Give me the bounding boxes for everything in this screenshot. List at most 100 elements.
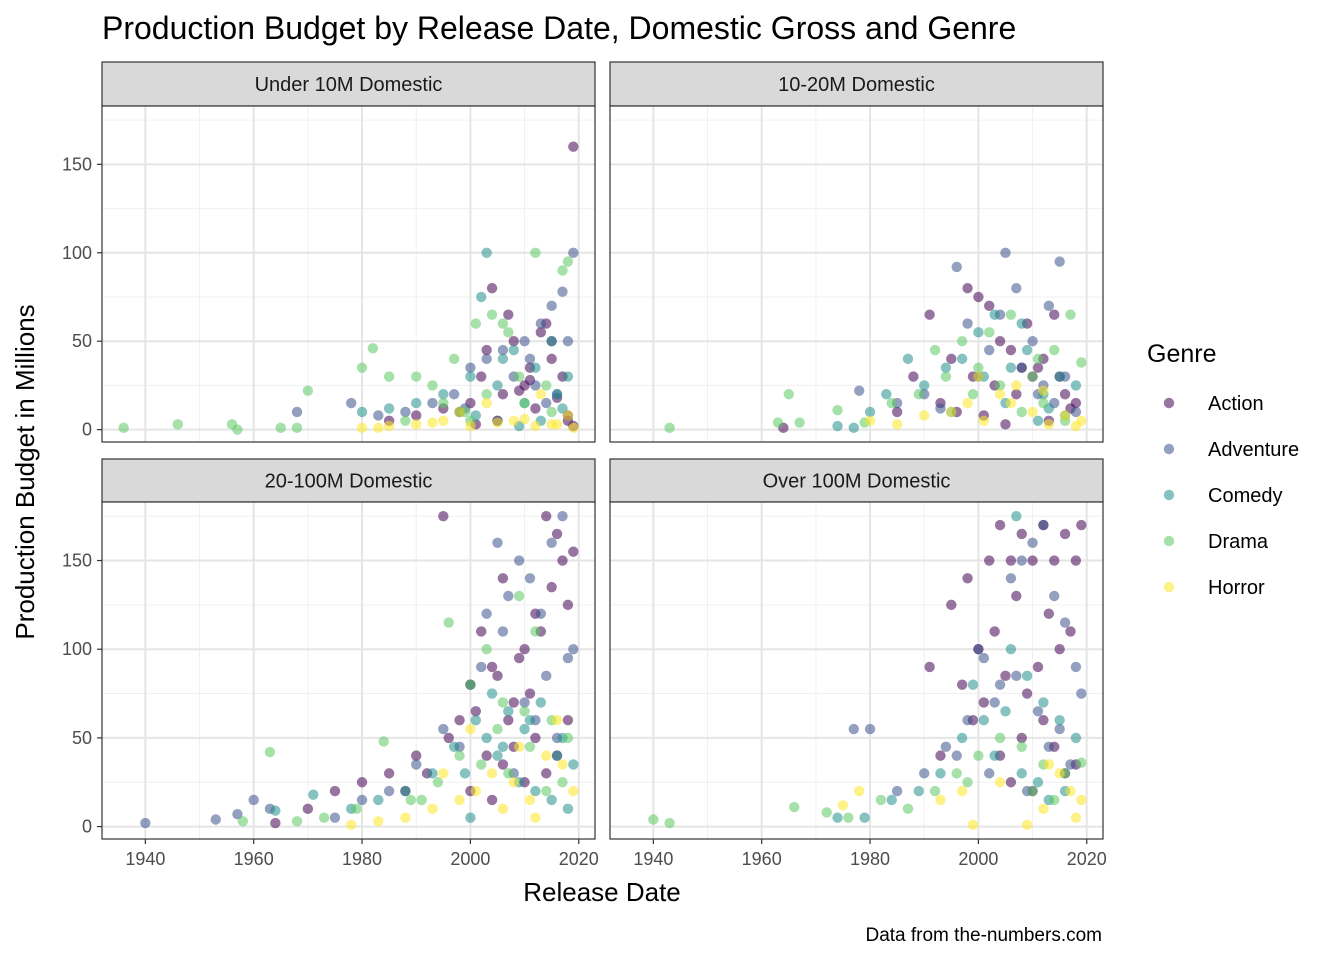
data-point (524, 741, 536, 752)
data-point (432, 777, 444, 788)
data-point (913, 785, 925, 797)
facet-panel: 10-20M Domestic (609, 61, 1104, 443)
x-tick-label: 2020 (1067, 849, 1107, 869)
data-point (513, 385, 525, 396)
data-point (1070, 732, 1082, 744)
facet-strip (609, 61, 1104, 107)
data-point (1054, 714, 1065, 726)
data-point (994, 519, 1006, 531)
data-point (373, 816, 384, 827)
data-point (1005, 344, 1017, 356)
data-point (913, 389, 925, 400)
data-point (946, 406, 957, 418)
data-point (481, 732, 492, 744)
data-point (1032, 661, 1044, 673)
data-point (956, 785, 968, 797)
data-point (1070, 406, 1082, 418)
data-point (783, 389, 794, 400)
data-point (356, 777, 368, 788)
data-point (454, 406, 465, 418)
data-point (486, 794, 498, 806)
data-point (924, 309, 935, 320)
data-point (411, 397, 422, 409)
data-point (1027, 371, 1038, 382)
data-point (400, 785, 411, 797)
data-point (503, 706, 514, 717)
x-tick-label: 1980 (342, 849, 382, 869)
data-point (1016, 406, 1027, 418)
data-point (443, 617, 454, 628)
data-point (929, 785, 941, 797)
data-point (568, 546, 579, 557)
data-point (427, 397, 438, 409)
data-point (1059, 410, 1071, 421)
data-point (465, 420, 476, 432)
data-point (373, 422, 384, 434)
panel-border (101, 105, 596, 443)
data-point (568, 422, 579, 434)
data-point (1065, 309, 1076, 320)
data-point (1038, 397, 1049, 409)
data-point (984, 344, 995, 356)
legend: Genre Action Adventure Comedy Drama Horror (1147, 340, 1299, 599)
data-point (497, 573, 509, 584)
data-point (551, 389, 563, 400)
data-point (140, 817, 151, 829)
facet-panel: Under 10M Domestic 0 50 100 150 (62, 61, 596, 443)
data-point (513, 555, 525, 566)
data-point (470, 785, 482, 797)
data-point (383, 371, 395, 382)
data-point (994, 336, 1006, 347)
data-point (562, 803, 574, 815)
data-point (530, 247, 541, 258)
data-point (470, 318, 482, 329)
data-point (994, 679, 1006, 690)
data-point (648, 814, 659, 825)
data-point (1054, 644, 1065, 655)
data-point (962, 777, 973, 788)
data-point (427, 803, 438, 815)
data-point (356, 422, 368, 434)
data-point (568, 759, 579, 770)
data-point (411, 759, 422, 770)
data-point (373, 410, 384, 421)
data-point (1000, 670, 1011, 682)
data-point (1027, 336, 1038, 347)
data-point (551, 528, 563, 540)
data-point (535, 608, 547, 619)
data-point (497, 318, 509, 329)
data-point (956, 353, 968, 365)
data-point (1005, 309, 1017, 320)
data-point (492, 670, 503, 682)
data-point (994, 732, 1006, 744)
data-point (497, 353, 509, 365)
data-point (411, 750, 422, 761)
data-point (891, 419, 903, 430)
data-point (1000, 419, 1011, 430)
data-point (508, 344, 519, 356)
data-point (1016, 732, 1027, 744)
data-point (1059, 389, 1071, 400)
data-point (481, 353, 492, 365)
data-point (476, 291, 487, 303)
data-point (832, 812, 843, 823)
legend-key-drama (1163, 535, 1175, 547)
data-point (508, 415, 519, 426)
data-point (924, 661, 935, 673)
data-point (832, 404, 843, 416)
data-point (1065, 785, 1076, 797)
data-point (497, 344, 509, 356)
data-point (541, 380, 552, 391)
data-point (1038, 519, 1049, 531)
data-point (1070, 380, 1082, 391)
legend-key-comedy (1163, 489, 1175, 501)
data-point (546, 794, 557, 806)
data-point (886, 794, 897, 806)
data-point (503, 309, 514, 320)
data-point (291, 422, 303, 434)
y-tick-label: 50 (72, 331, 92, 351)
legend-label-horror: Horror (1208, 577, 1265, 599)
data-point (427, 417, 438, 428)
data-point (919, 768, 930, 779)
data-point (1027, 537, 1038, 548)
